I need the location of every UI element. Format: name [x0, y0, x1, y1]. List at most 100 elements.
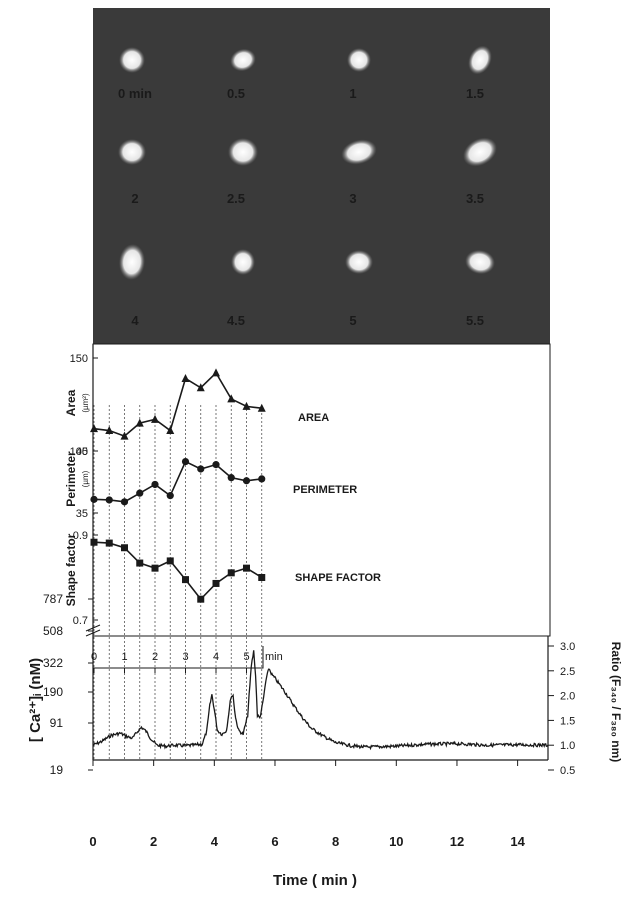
frame-time-label: 2.5 — [227, 191, 245, 206]
area-point — [151, 414, 159, 423]
time-tick-label: 6 — [271, 834, 278, 849]
frame-time-label: 3.5 — [466, 191, 484, 206]
y-tick-label: 45 — [76, 446, 88, 458]
frame-time-label: 3 — [349, 191, 356, 206]
shape-factor-axis-label: Shape factor — [64, 533, 78, 606]
perimeter-point — [197, 465, 205, 473]
time-tick-label: 14 — [510, 834, 525, 849]
time-tick-label: 10 — [389, 834, 403, 849]
perimeter-point — [105, 496, 113, 504]
time-tick-label: 2 — [150, 834, 157, 849]
calcium-trace — [92, 650, 549, 751]
cell-frame-1 — [230, 48, 256, 72]
area-point — [257, 403, 266, 412]
shape-factor-point — [166, 557, 174, 565]
time-tick-label: 8 — [332, 834, 339, 849]
shape-factor-point — [212, 579, 220, 587]
micrograph-panel: 0 min 0.5 1 1.5 2 2.5 3 3.5 4 4.5 5 5.5 — [93, 8, 550, 344]
area-point — [166, 426, 175, 435]
shape-factor-point — [136, 559, 144, 567]
area-point — [120, 431, 129, 440]
perimeter-point — [151, 480, 159, 489]
area-point — [181, 373, 190, 382]
area-series-label: AREA — [298, 412, 329, 424]
calcium-panel: 0.5 1.0 1.5 2.0 2.5 3.0 19 91 190 322 508 787 0 2 4 6 8 1… — [27, 592, 623, 889]
cell-frame-6 — [341, 139, 377, 165]
inner-x-tick-label: 1 — [121, 651, 127, 663]
cell-frame-7 — [463, 137, 497, 167]
area-point — [90, 424, 98, 433]
morphometry-frame — [92, 343, 551, 637]
calcium-tick-label: 19 — [50, 763, 64, 777]
ratio-tick-label: 2.5 — [560, 666, 575, 678]
time-tick-label: 4 — [211, 834, 219, 849]
cell-frame-0 — [119, 47, 145, 73]
area-point — [212, 368, 220, 377]
time-tick-label: 0 — [89, 834, 96, 849]
shape-factor-point — [105, 539, 113, 547]
perimeter-point — [166, 492, 174, 500]
area-point — [227, 394, 236, 403]
area-axis-label: Area — [64, 389, 78, 416]
cell-frame-3 — [468, 45, 492, 75]
y-tick-label: 35 — [76, 508, 88, 520]
cell-frame-5 — [228, 138, 258, 166]
frame-time-label: 1 — [349, 86, 356, 101]
perimeter-point — [120, 498, 129, 506]
perimeter-series-label: PERIMETER — [293, 484, 357, 496]
perimeter-point — [136, 489, 144, 497]
inner-x-unit-label: min — [265, 651, 283, 663]
y-tick-label: 0.9 — [73, 530, 88, 542]
calcium-axis-label: [ Ca²⁺]ᵢ (nM) — [27, 658, 44, 742]
perimeter-point — [258, 475, 266, 483]
ratio-tick-label: 2.0 — [560, 691, 575, 703]
calcium-tick-label: 322 — [43, 656, 63, 670]
ratio-tick-label: 1.0 — [560, 740, 575, 752]
frame-time-label: 5.5 — [466, 313, 484, 328]
perimeter-point — [90, 495, 98, 503]
frame-time-label: 2 — [131, 191, 138, 206]
frame-time-label: 0.5 — [227, 86, 245, 101]
inner-x-tick-label: 3 — [182, 651, 188, 663]
cell-frame-2 — [347, 48, 371, 72]
calcium-tick-label: 190 — [43, 685, 63, 699]
frame-time-label: 1.5 — [466, 86, 484, 101]
calcium-tick-label: 787 — [43, 592, 63, 606]
area-unit-label: (µm²) — [81, 393, 90, 413]
area-point — [105, 426, 114, 435]
perimeter-point — [227, 474, 235, 482]
area-point — [242, 401, 251, 410]
y-tick-label: 0.7 — [73, 615, 88, 627]
shape-factor-point — [90, 538, 98, 546]
y-tick-label: 100 — [70, 446, 88, 458]
area-point — [196, 383, 205, 392]
frame-time-label: 5 — [349, 313, 356, 328]
time-axis-label: Time ( min ) — [273, 872, 357, 889]
cell-frame-9 — [231, 249, 255, 275]
inner-x-tick-label: 5 — [243, 651, 249, 663]
perimeter-point — [242, 477, 251, 485]
y-tick-label: 150 — [70, 353, 88, 365]
shape-factor-point — [121, 544, 128, 552]
shape-factor-point — [243, 564, 250, 572]
perimeter-unit-label: (µm) — [81, 470, 90, 487]
frame-time-label: 4 — [131, 313, 139, 328]
inner-x-tick-label: 0 — [91, 651, 97, 663]
shape-factor-point — [227, 569, 235, 577]
shape-factor-point — [151, 564, 159, 572]
cell-frame-4 — [118, 139, 146, 165]
perimeter-point — [181, 457, 190, 466]
ratio-axis-label: Ratio (F₃₄₀ / F₃₈₀ nm) — [609, 642, 623, 763]
shape-factor-point — [258, 574, 266, 581]
area-point — [135, 418, 144, 427]
shape-factor-point — [182, 576, 189, 584]
cell-frame-10 — [345, 250, 373, 274]
calcium-tick-label: 91 — [50, 716, 64, 730]
time-tick-label: 12 — [450, 834, 464, 849]
cell-frame-11 — [465, 249, 495, 275]
perimeter-point — [212, 461, 220, 469]
perimeter-axis-label: Perimeter — [64, 451, 78, 507]
shape-factor-point — [197, 595, 205, 603]
